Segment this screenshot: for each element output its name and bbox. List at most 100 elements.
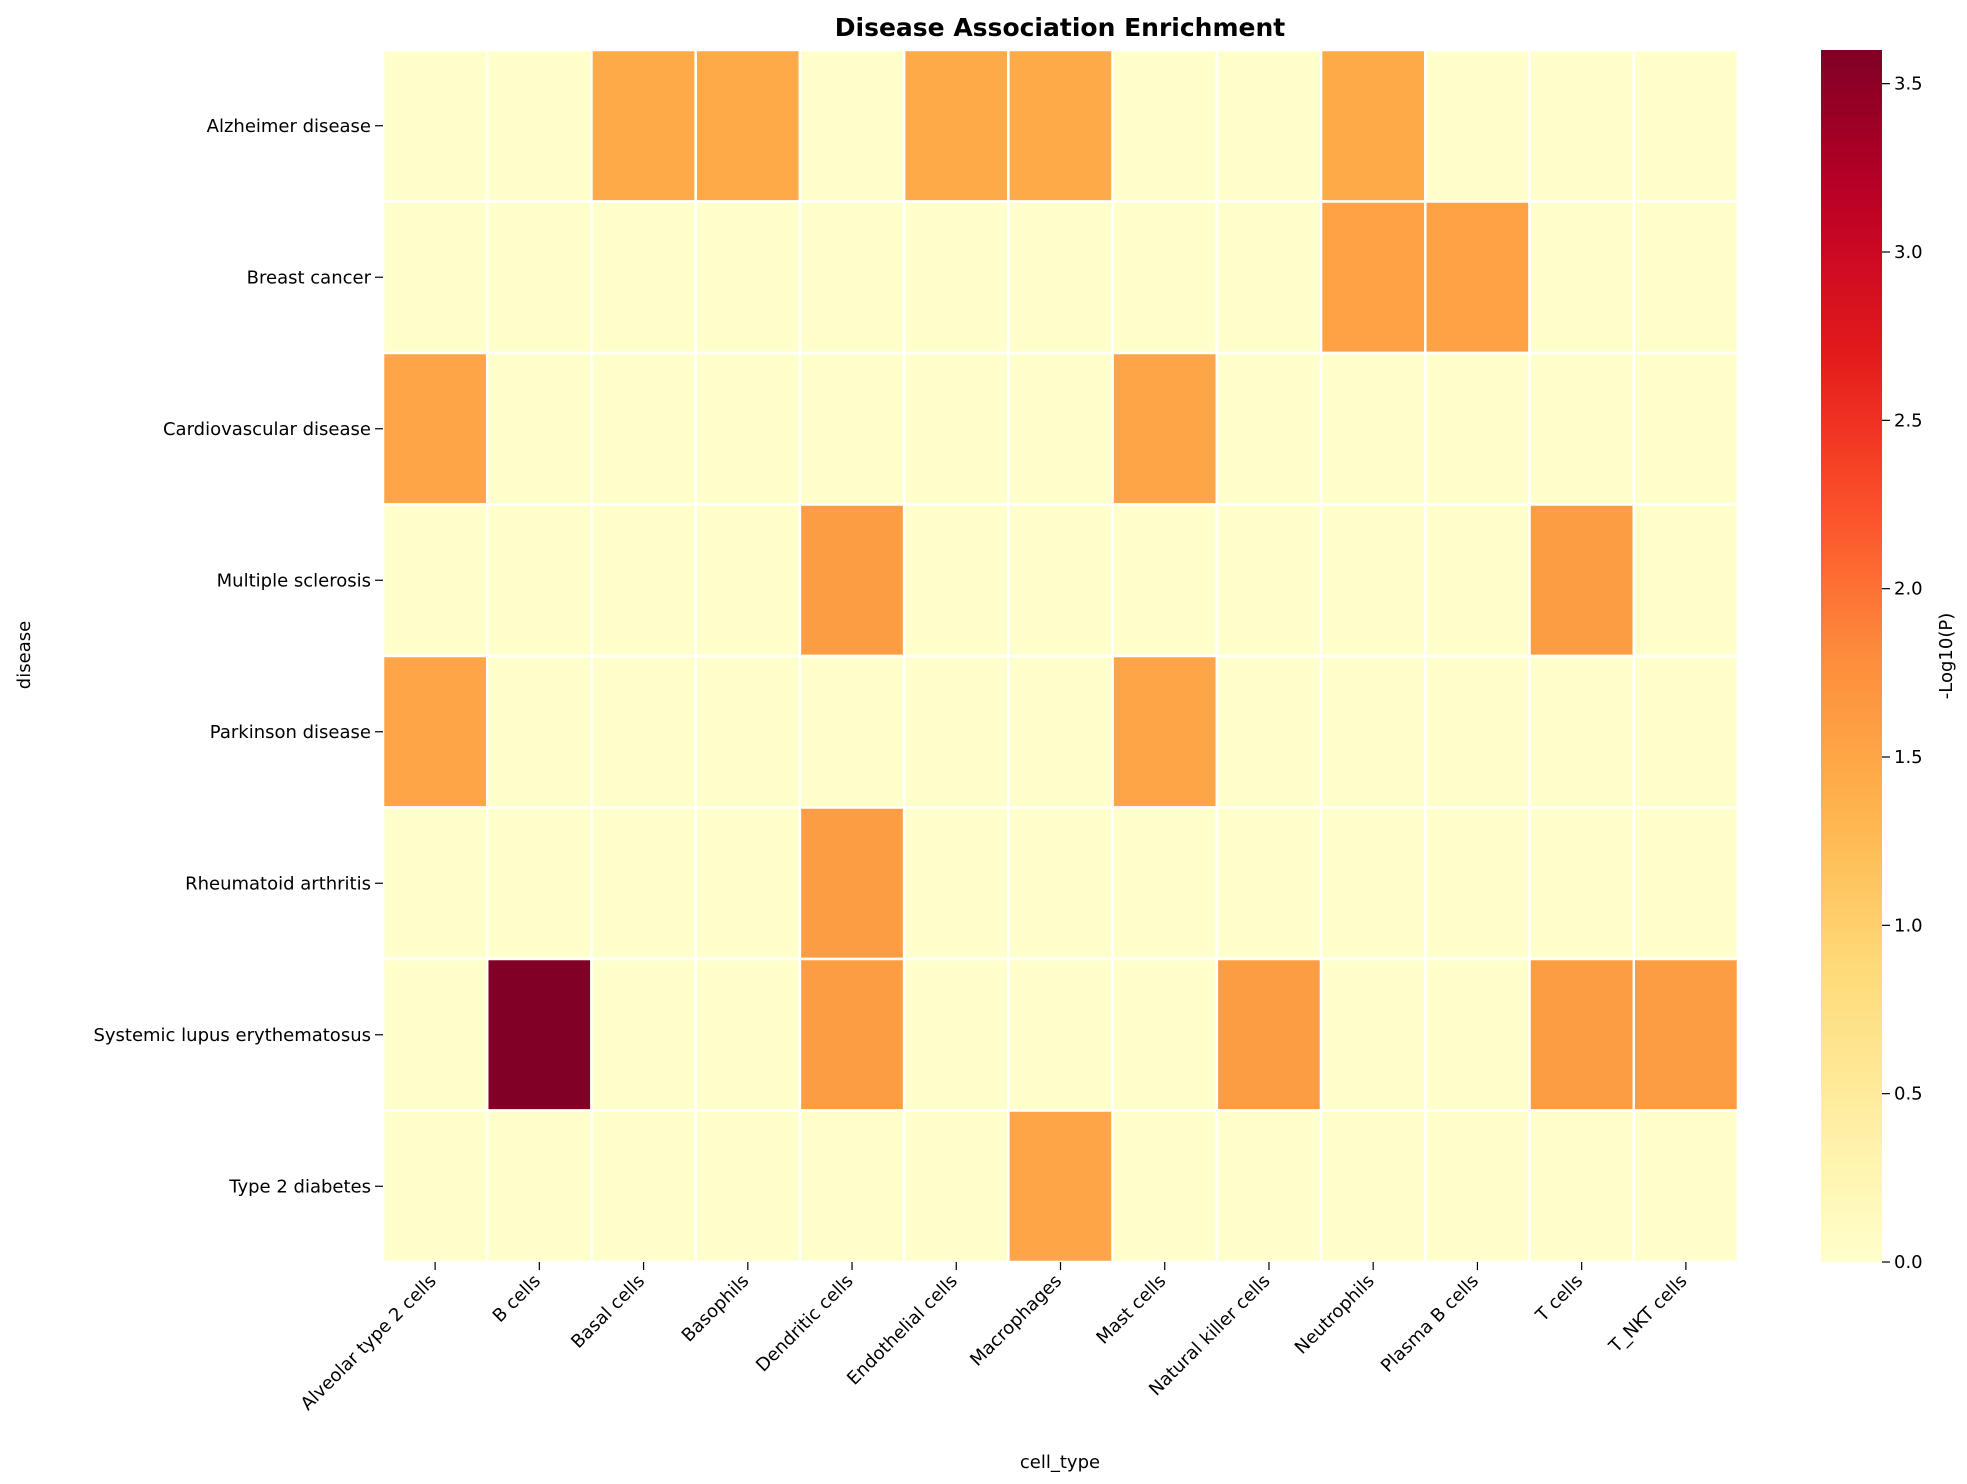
colorbar-ticks: 0.0 0.5 1.0 1.5 2.0 2.5 3.0 3.5: [1882, 74, 1923, 1273]
heatmap-cell: [1319, 806, 1427, 961]
heatmap-cell: [1007, 654, 1114, 809]
heatmap-cell: [694, 48, 802, 203]
colorbar-tick-label: 0.0: [1894, 1252, 1923, 1273]
y-tick-label: Parkinson disease: [210, 722, 371, 743]
x-tick-label: B cells: [489, 1271, 545, 1327]
heatmap-cell: [902, 806, 1010, 961]
heatmap-cell: [1007, 957, 1114, 1112]
heatmap-cell: [1111, 48, 1219, 203]
heatmap-cell: [1215, 351, 1323, 506]
heatmap-cell: [1528, 957, 1636, 1112]
x-axis: Alveolar type 2 cells B cells Basal cells B…: [297, 1262, 1691, 1415]
heatmap-cells: [381, 48, 1740, 1264]
y-axis-label: disease: [14, 621, 35, 689]
heatmap-cell: [694, 200, 802, 355]
heatmap-cell: [1319, 503, 1427, 658]
heatmap-cell: [1111, 351, 1219, 506]
colorbar-tick-label: 0.5: [1894, 1084, 1923, 1105]
heatmap-cell: [1424, 957, 1531, 1112]
heatmap-cell: [1215, 503, 1323, 658]
heatmap-cell: [1528, 200, 1636, 355]
heatmap-cell: [1528, 503, 1636, 658]
heatmap-cell: [381, 200, 489, 355]
heatmap-cell: [1319, 654, 1427, 809]
heatmap-cell: [1632, 351, 1740, 506]
heatmap-cell: [694, 503, 802, 658]
heatmap-cell: [381, 1109, 489, 1264]
colorbar-gradient: [1821, 50, 1882, 1262]
heatmap-cell: [1319, 957, 1427, 1112]
heatmap-cell: [1632, 503, 1740, 658]
heatmap-cell: [798, 351, 906, 506]
heatmap-cell: [902, 957, 1010, 1112]
heatmap-cell: [902, 48, 1010, 203]
heatmap-cell: [1319, 1109, 1427, 1264]
heatmap-cell: [1215, 957, 1323, 1112]
heatmap-cell: [590, 1109, 697, 1264]
x-tick-label: Endothelial cells: [843, 1271, 962, 1390]
colorbar-tick-label: 3.5: [1894, 74, 1923, 95]
heatmap-cell: [902, 200, 1010, 355]
heatmap-cell: [590, 957, 697, 1112]
heatmap-cell: [485, 351, 593, 506]
x-tick-label: T cells: [1531, 1271, 1587, 1327]
heatmap-cell: [485, 48, 593, 203]
heatmap-cell: [798, 200, 906, 355]
x-tick-label: Alveolar type 2 cells: [297, 1271, 441, 1415]
heatmap-cell: [798, 1109, 906, 1264]
heatmap-cell: [1632, 957, 1740, 1112]
heatmap-cell: [1111, 200, 1219, 355]
x-tick-label: Dendritic cells: [752, 1271, 858, 1377]
colorbar-label: -Log10(P): [1936, 613, 1957, 699]
heatmap-cell: [1424, 48, 1531, 203]
heatmap-cell: [1319, 48, 1427, 203]
x-tick-label: Macrophages: [966, 1271, 1066, 1371]
heatmap-cell: [902, 503, 1010, 658]
heatmap-cell: [381, 957, 489, 1112]
heatmap-cell: [1528, 351, 1636, 506]
heatmap-cell: [1424, 351, 1531, 506]
heatmap-cell: [1007, 351, 1114, 506]
heatmap-cell: [798, 654, 906, 809]
heatmap-cell: [694, 1109, 802, 1264]
heatmap-cell: [694, 957, 802, 1112]
heatmap-cell: [1632, 200, 1740, 355]
heatmap-cell: [902, 654, 1010, 809]
heatmap-cell: [798, 503, 906, 658]
heatmap-cell: [1007, 48, 1114, 203]
colorbar-tick-label: 2.0: [1894, 579, 1923, 600]
heatmap-cell: [1007, 1109, 1114, 1264]
y-tick-label: Breast cancer: [247, 267, 372, 288]
heatmap-cell: [485, 806, 593, 961]
y-tick-label: Alzheimer disease: [207, 116, 371, 137]
heatmap-cell: [1319, 351, 1427, 506]
colorbar-tick-label: 2.5: [1894, 410, 1923, 431]
heatmap-cell: [1528, 654, 1636, 809]
chart-title: Disease Association Enrichment: [835, 13, 1286, 42]
heatmap-cell: [1215, 200, 1323, 355]
heatmap-cell: [694, 654, 802, 809]
heatmap-cell: [1215, 1109, 1323, 1264]
heatmap-cell: [590, 806, 697, 961]
heatmap-cell: [1424, 200, 1531, 355]
heatmap-cell: [485, 654, 593, 809]
x-tick-label: Basal cells: [567, 1271, 649, 1353]
heatmap-cell: [1528, 1109, 1636, 1264]
heatmap-cell: [1632, 48, 1740, 203]
heatmap-cell: [1111, 654, 1219, 809]
heatmap-cell: [1632, 806, 1740, 961]
colorbar-tick-label: 3.0: [1894, 242, 1923, 263]
heatmap-cell: [1215, 806, 1323, 961]
heatmap-cell: [485, 503, 593, 658]
heatmap-cell: [381, 48, 489, 203]
x-tick-label: Mast cells: [1092, 1271, 1170, 1349]
x-tick-label: Neutrophils: [1291, 1271, 1379, 1359]
y-tick-label: Cardiovascular disease: [163, 419, 371, 440]
heatmap-cell: [1528, 48, 1636, 203]
heatmap-cell: [1215, 654, 1323, 809]
heatmap-cell: [1424, 654, 1531, 809]
y-tick-label: Multiple sclerosis: [217, 570, 371, 591]
heatmap-cell: [1007, 806, 1114, 961]
x-tick-label: T_NKT cells: [1604, 1271, 1691, 1358]
